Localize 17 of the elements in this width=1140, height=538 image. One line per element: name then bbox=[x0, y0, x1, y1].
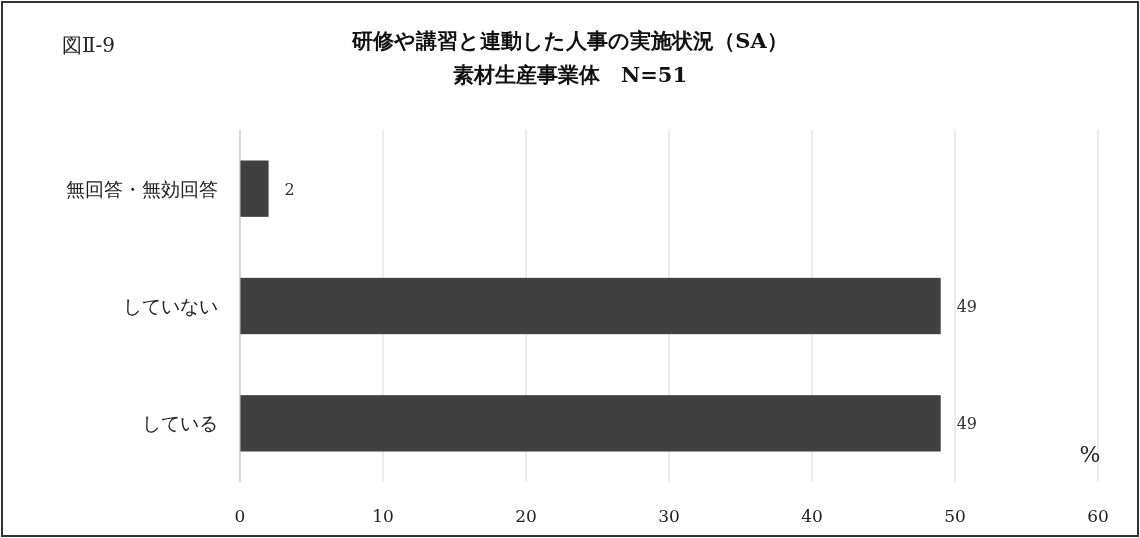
x-tick-label: 50 bbox=[944, 506, 966, 526]
y-tick-label: 無回答・無効回答 bbox=[66, 177, 218, 200]
y-tick-label: している bbox=[142, 412, 218, 435]
annotation: % bbox=[1079, 442, 1101, 467]
x-tick-label: 10 bbox=[372, 506, 394, 526]
data-label: 2 bbox=[284, 179, 295, 199]
data-label: 49 bbox=[956, 297, 978, 316]
chart-subtitle: 素材生産事業体 N=51 bbox=[452, 62, 688, 87]
x-tick-label: 30 bbox=[658, 506, 680, 526]
data-label: 49 bbox=[956, 414, 978, 434]
text: 図Ⅱ-9 bbox=[62, 33, 116, 57]
x-tick-label: 40 bbox=[801, 506, 823, 526]
x-tick-label: 20 bbox=[515, 506, 537, 526]
chart-title: 研修や講習と連動した人事の実施状況（SA） bbox=[351, 28, 788, 53]
x-tick-label: 0 bbox=[234, 506, 246, 526]
x-tick-label: 60 bbox=[1087, 506, 1109, 526]
y-tick-label: していない bbox=[123, 295, 218, 317]
